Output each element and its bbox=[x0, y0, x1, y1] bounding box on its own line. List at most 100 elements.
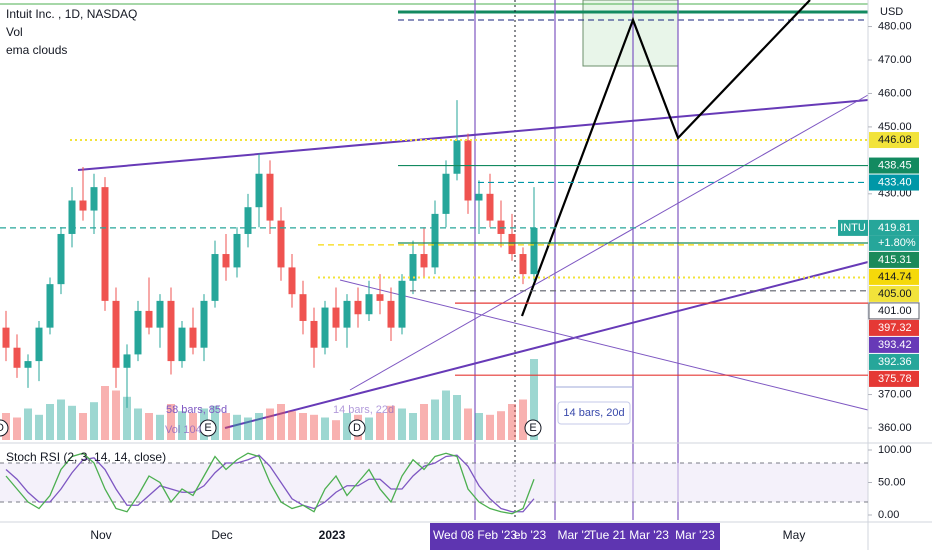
price-label-bg bbox=[869, 370, 919, 387]
volume-bar bbox=[222, 413, 230, 440]
volume-bar bbox=[387, 405, 395, 440]
y-tick-label: 470.00 bbox=[878, 54, 912, 66]
x-tick-label: eb '23 bbox=[514, 528, 547, 542]
candle-body bbox=[453, 140, 461, 174]
price-label-bg bbox=[869, 319, 919, 336]
volume-bar bbox=[530, 359, 538, 440]
volume-bar bbox=[13, 417, 21, 440]
currency: USD bbox=[880, 6, 903, 18]
series: 480.00 470.00 460.00 450.00 430.00 370.00 360.… bbox=[0, 20, 920, 542]
volume-bar bbox=[299, 413, 307, 440]
price-label: 401.00 bbox=[878, 305, 912, 317]
candle-body bbox=[420, 254, 428, 268]
price-label: 397.32 bbox=[878, 322, 912, 334]
legend-item: ema clouds bbox=[6, 43, 67, 57]
projection-path bbox=[520, 0, 811, 317]
candle-body bbox=[255, 173, 263, 208]
x-tick-label: 2023 bbox=[319, 528, 346, 542]
candle-body bbox=[222, 254, 230, 268]
volume-bar bbox=[453, 395, 461, 440]
candle-body bbox=[464, 140, 472, 201]
price-label: 446.08 bbox=[878, 134, 912, 146]
candle-body bbox=[156, 300, 164, 328]
candle-body bbox=[211, 254, 219, 301]
event-marker bbox=[199, 419, 217, 437]
event-marker bbox=[348, 419, 366, 437]
volume-bar bbox=[156, 414, 164, 440]
price-label: 415.31 bbox=[878, 254, 912, 266]
volume-bar bbox=[376, 413, 384, 440]
volume-bar bbox=[398, 408, 406, 440]
candle-body bbox=[79, 200, 87, 211]
x-tick-label: Tue 21 Mar '23 bbox=[589, 528, 669, 542]
volume-bar bbox=[112, 390, 120, 440]
price-label: 392.36 bbox=[878, 356, 912, 368]
candle-body bbox=[277, 220, 285, 268]
x-tick-label: Mar '2 bbox=[558, 528, 591, 542]
volume-bar bbox=[24, 408, 32, 440]
volume-bar bbox=[365, 417, 373, 440]
volume-bar bbox=[233, 414, 241, 440]
volume-bar bbox=[189, 413, 197, 440]
legend-item: Vol bbox=[6, 25, 23, 39]
candle-body bbox=[24, 361, 32, 368]
volume-bar bbox=[145, 413, 153, 440]
event-label: D bbox=[353, 422, 361, 434]
annotation: 14 bars, 20d bbox=[563, 407, 624, 419]
candle-body bbox=[288, 267, 296, 295]
price-label: 438.45 bbox=[878, 159, 912, 171]
price-label: 375.78 bbox=[878, 373, 912, 385]
candle-body bbox=[178, 327, 186, 362]
candle-body bbox=[409, 254, 417, 281]
annotation: Vol 104 bbox=[165, 424, 202, 436]
price-label-bg bbox=[869, 336, 919, 353]
y-tick-label: 430.00 bbox=[878, 188, 912, 200]
candle-body bbox=[530, 227, 538, 275]
candle-body bbox=[233, 233, 241, 268]
volume-bar bbox=[343, 413, 351, 440]
volume-bar bbox=[211, 405, 219, 440]
y-tick-label: 480.00 bbox=[878, 20, 912, 32]
candle-body bbox=[508, 233, 516, 255]
y-tick-label: 360.00 bbox=[878, 422, 912, 434]
candle-body bbox=[244, 207, 252, 234]
currency-box bbox=[870, 2, 912, 22]
candle-body bbox=[354, 300, 362, 315]
candle-body bbox=[112, 300, 120, 368]
x-tick-label: Dec bbox=[211, 528, 232, 542]
price-label: 393.42 bbox=[878, 339, 912, 351]
stoch-line bbox=[5, 452, 535, 515]
annotation-box bbox=[557, 401, 631, 425]
volume-bar bbox=[519, 399, 527, 440]
event-label: D bbox=[0, 422, 4, 434]
ticker-tag: INTU bbox=[840, 222, 866, 234]
candle-body bbox=[90, 187, 98, 211]
volume-bar bbox=[321, 417, 329, 440]
time-highlight bbox=[430, 523, 720, 550]
x-tick-label: Wed 08 Feb '23 bbox=[433, 528, 517, 542]
volume-bar bbox=[266, 408, 274, 440]
event-label: E bbox=[204, 422, 211, 434]
candle-body bbox=[387, 300, 395, 328]
volume-bar bbox=[475, 413, 483, 440]
price-label: 419.81 bbox=[878, 222, 912, 234]
x-tick-label: Mar '23 bbox=[675, 528, 715, 542]
trend-line bbox=[224, 261, 869, 429]
volume-bar bbox=[431, 399, 439, 440]
x-tick-label: Nov bbox=[90, 528, 111, 542]
volume-bar bbox=[508, 404, 516, 440]
price-label-bg bbox=[869, 174, 919, 191]
volume-bar bbox=[255, 413, 263, 440]
candle-body bbox=[398, 280, 406, 328]
event-marker bbox=[0, 419, 9, 437]
candle-body bbox=[321, 307, 329, 348]
stoch-title: Stoch RSI (2, 3, 14, 14, close) bbox=[6, 450, 166, 464]
volume-bar bbox=[101, 386, 109, 440]
candle-body bbox=[2, 327, 10, 348]
event-marker bbox=[524, 419, 542, 437]
candle-body bbox=[200, 300, 208, 348]
price-label: 414.74 bbox=[878, 271, 912, 283]
change-label-bg bbox=[869, 235, 919, 251]
y-tick-label: 370.00 bbox=[878, 388, 912, 400]
